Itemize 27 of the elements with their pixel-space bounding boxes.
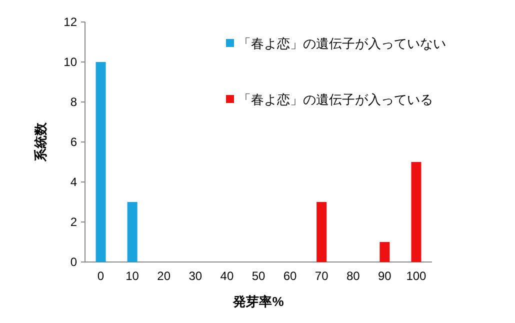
x-tick-label: 0: [97, 269, 104, 283]
y-tick-label: 10: [64, 55, 78, 69]
bar: [380, 242, 390, 262]
y-tick-label: 6: [70, 135, 78, 149]
bar: [127, 202, 138, 262]
y-tick-label: 12: [64, 15, 78, 29]
legend-label: 「春よ恋」の遺伝子が入っている: [238, 92, 433, 107]
x-tick-label: 60: [283, 269, 298, 283]
x-tick-label: 10: [126, 269, 140, 283]
x-tick-label: 80: [346, 269, 360, 283]
y-tick-label: 0: [70, 255, 78, 269]
y-tick-label: 4: [70, 175, 78, 189]
bar: [411, 162, 422, 262]
x-axis-title: 発芽率%: [232, 294, 284, 309]
y-tick-label: 8: [70, 95, 78, 109]
bar: [316, 202, 327, 262]
x-tick-label: 100: [406, 269, 427, 283]
x-tick-label: 40: [220, 269, 234, 283]
y-axis-title: 系統数: [33, 122, 48, 162]
bar: [96, 62, 106, 262]
x-tick-label: 90: [378, 269, 392, 283]
x-tick-label: 30: [188, 269, 202, 283]
x-tick-label: 20: [157, 269, 171, 283]
legend-label: 「春よ恋」の遺伝子が入っていない: [238, 36, 446, 51]
x-tick-label: 70: [314, 269, 329, 283]
x-tick-label: 50: [252, 269, 266, 283]
y-tick-label: 2: [70, 215, 78, 229]
